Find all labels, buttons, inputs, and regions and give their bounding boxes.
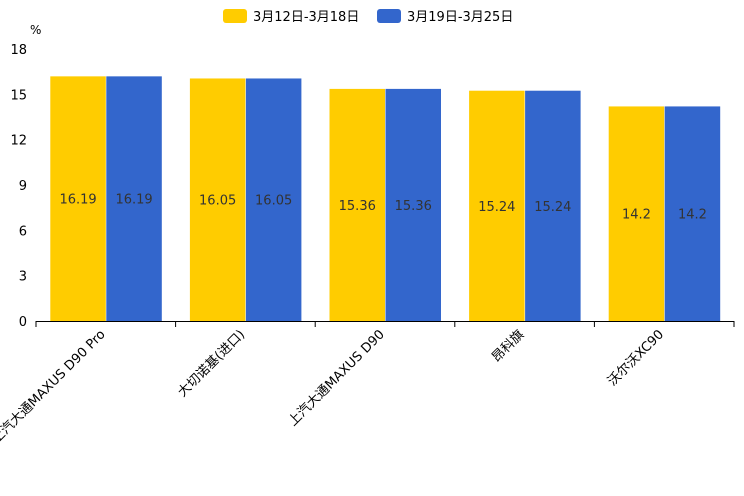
bar xyxy=(664,106,721,321)
data-label: 15.36 xyxy=(339,199,376,214)
legend-label: 3月12日-3月18日 xyxy=(253,10,359,25)
bar xyxy=(385,88,441,321)
bar xyxy=(50,76,106,322)
y-tick-label: 6 xyxy=(19,224,27,239)
bar xyxy=(189,78,246,321)
legend-swatch xyxy=(223,9,247,23)
data-label: 14.2 xyxy=(622,208,651,223)
y-axis-label: % xyxy=(30,23,41,37)
data-label: 14.2 xyxy=(678,208,707,223)
data-label: 15.24 xyxy=(534,200,571,215)
y-tick-label: 0 xyxy=(19,315,27,330)
data-label: 16.05 xyxy=(255,194,292,209)
y-tick-label: 18 xyxy=(10,43,27,58)
data-label: 16.19 xyxy=(59,193,96,208)
legend-label: 3月19日-3月25日 xyxy=(407,10,513,25)
x-tick-label: 大切诺基(进口) xyxy=(175,327,248,400)
data-label: 15.24 xyxy=(478,200,515,215)
bar xyxy=(329,88,385,321)
data-label: 15.36 xyxy=(395,199,432,214)
y-tick-label: 9 xyxy=(19,179,27,194)
x-tick-label: 昂科旗 xyxy=(489,327,528,366)
x-tick-label: 沃尔沃XC90 xyxy=(605,327,667,389)
bar xyxy=(106,76,162,322)
y-tick-label: 12 xyxy=(10,134,27,149)
y-tick-label: 3 xyxy=(19,270,27,285)
bar xyxy=(245,78,302,321)
x-tick-label: 上汽大通MAXUS D90 xyxy=(286,327,388,429)
bar xyxy=(608,106,665,321)
x-tick-label: 上汽大通MAXUS D90 Pro xyxy=(0,327,109,447)
data-label: 16.19 xyxy=(115,193,152,208)
data-label: 16.05 xyxy=(199,194,236,209)
bar xyxy=(469,90,525,321)
bar xyxy=(525,90,581,321)
legend-swatch xyxy=(377,9,401,23)
y-tick-label: 15 xyxy=(10,88,27,103)
